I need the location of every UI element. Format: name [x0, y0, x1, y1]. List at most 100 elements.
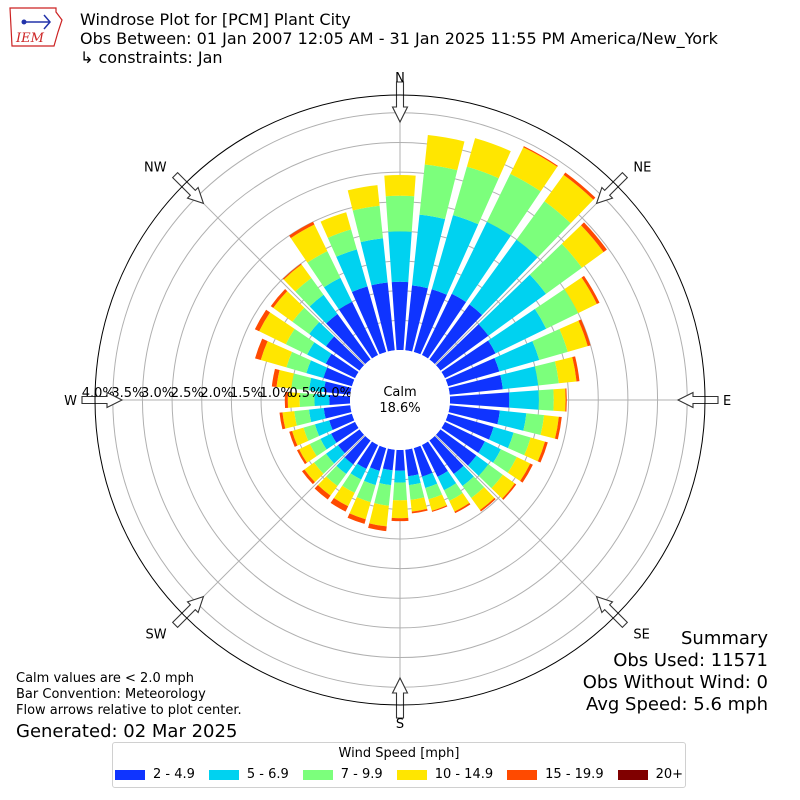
cardinal-label-se: SE: [633, 627, 649, 642]
bar-110-bin-0: [445, 413, 494, 440]
bar-310-bin-2: [292, 307, 320, 335]
legend-label-5: 20+: [655, 767, 684, 782]
grid-spoke-5: [183, 435, 365, 617]
bar-300-bin-1: [307, 342, 332, 364]
bar-80-bin-1: [500, 366, 539, 390]
bar-310-bin-1: [309, 322, 335, 347]
flow-arrow-6: [81, 391, 124, 409]
bar-40-bin-3: [544, 174, 594, 224]
windrose-bars: [254, 135, 607, 532]
bar-120-bin-3: [507, 457, 531, 482]
bar-60-bin-3: [564, 277, 597, 314]
bar-340-bin-0: [351, 286, 387, 355]
bar-200-bin-3: [349, 497, 371, 520]
bar-140-bin-1: [453, 465, 474, 487]
bar-60-bin-1: [488, 309, 547, 354]
legend-swatch-1: [208, 769, 239, 780]
bar-190-bin-4: [368, 523, 387, 532]
bar-330-bin-4: [289, 221, 315, 239]
flow-arrows-note: Flow arrows relative to plot center.: [16, 703, 242, 718]
bar-300-bin-0: [325, 353, 359, 379]
bar-150-bin-1: [437, 470, 457, 491]
bar-230-bin-1: [325, 445, 345, 464]
bar-170-bin-1: [408, 474, 421, 486]
calm-note: Calm values are < 2.0 mph: [16, 671, 195, 686]
cardinal-label-ne: NE: [633, 161, 651, 176]
bar-310-bin-4: [270, 289, 288, 308]
bar-280-bin-4: [271, 368, 280, 388]
bar-90-bin-2: [538, 389, 554, 411]
bar-330-bin-1: [323, 277, 353, 310]
grid-spoke-3: [435, 435, 617, 617]
bar-130-bin-0: [435, 429, 477, 466]
summary-obs-used: Obs Used: 11571: [613, 650, 768, 671]
bar-200-bin-4: [347, 513, 366, 524]
bar-20-bin-0: [413, 289, 447, 355]
chart-title: Windrose Plot for [PCM] Plant City: [80, 10, 351, 29]
calm-label: Calm: [383, 385, 416, 400]
bar-20-bin-3: [466, 138, 511, 179]
calm-circle: [350, 350, 450, 450]
bar-220-bin-2: [326, 465, 347, 487]
bar-210-bin-3: [333, 485, 355, 507]
bar-60-bin-2: [534, 289, 579, 329]
bar-320-bin-3: [283, 264, 312, 292]
bar-110-bin-4: [537, 441, 548, 463]
bar-250-bin-3: [292, 427, 309, 446]
bar-50-bin-1: [478, 274, 546, 336]
bar-90-bin-4: [565, 388, 567, 412]
bar-150-bin-2: [444, 483, 463, 501]
bar-210-bin-0: [357, 441, 379, 469]
summary-heading: Summary: [681, 628, 768, 649]
bar-320-bin-0: [326, 313, 371, 365]
bar-30-bin-2: [486, 173, 541, 236]
bar-320-bin-1: [309, 294, 338, 324]
bar-70-bin-2: [532, 329, 568, 361]
bar-220-bin-1: [336, 457, 354, 475]
bar-250-bin-2: [303, 424, 320, 441]
bar-70-bin-4: [578, 319, 591, 347]
bar-50-bin-4: [581, 222, 607, 253]
flow-arrow-1: [595, 171, 629, 205]
outer-ring: [94, 94, 706, 706]
iem-logo: IEM: [9, 7, 63, 47]
bar-170-bin-4: [411, 508, 428, 514]
bar-290-bin-1: [306, 360, 328, 379]
bar-20-bin-2: [453, 166, 499, 225]
bar-120-bin-4: [520, 463, 533, 483]
bar-150-bin-0: [421, 441, 448, 477]
summary-avg-speed: Avg Speed: 5.6 mph: [586, 694, 768, 715]
bar-330-bin-2: [307, 251, 341, 288]
bar-180-bin-1: [394, 470, 406, 483]
bar-200-bin-0: [370, 445, 387, 471]
bar-260-bin-1: [308, 408, 326, 423]
bar-210-bin-1: [350, 463, 367, 480]
bar-270-bin-3: [287, 392, 300, 408]
bar-210-bin-2: [342, 473, 362, 493]
bar-250-bin-1: [314, 420, 333, 437]
bar-220-bin-3: [317, 476, 338, 496]
bar-260-bin-0: [323, 405, 352, 419]
bar-280-bin-1: [308, 377, 326, 392]
legend-label-0: 2 - 4.9: [152, 767, 195, 782]
bar-140-bin-2: [462, 476, 485, 499]
bar-340-bin-1: [336, 249, 368, 293]
radial-tick-label-0: 0.0%: [319, 386, 352, 401]
bar-320-bin-2: [295, 277, 324, 307]
legend-item-2: 7 - 9.9: [302, 767, 383, 782]
bar-250-bin-0: [329, 413, 355, 430]
bar-80-bin-2: [534, 361, 559, 386]
bar-350-bin-1: [360, 238, 388, 286]
cardinal-labels: N NE E SE S SW W NW: [64, 71, 731, 732]
bar-20-bin-1: [431, 215, 479, 295]
bar-0-bin-2: [385, 195, 415, 232]
bar-160-bin-0: [413, 445, 433, 477]
summary-obs-without-wind: Obs Without Wind: 0: [582, 672, 768, 693]
cardinal-label-w: W: [64, 394, 77, 409]
flow-arrow-3: [595, 595, 629, 629]
bar-290-bin-2: [286, 351, 311, 374]
bar-40-bin-4: [563, 172, 596, 200]
legend-item-4: 15 - 19.9: [507, 767, 604, 782]
bar-90-bin-3: [553, 388, 566, 412]
legend-label-4: 15 - 19.9: [545, 767, 604, 782]
